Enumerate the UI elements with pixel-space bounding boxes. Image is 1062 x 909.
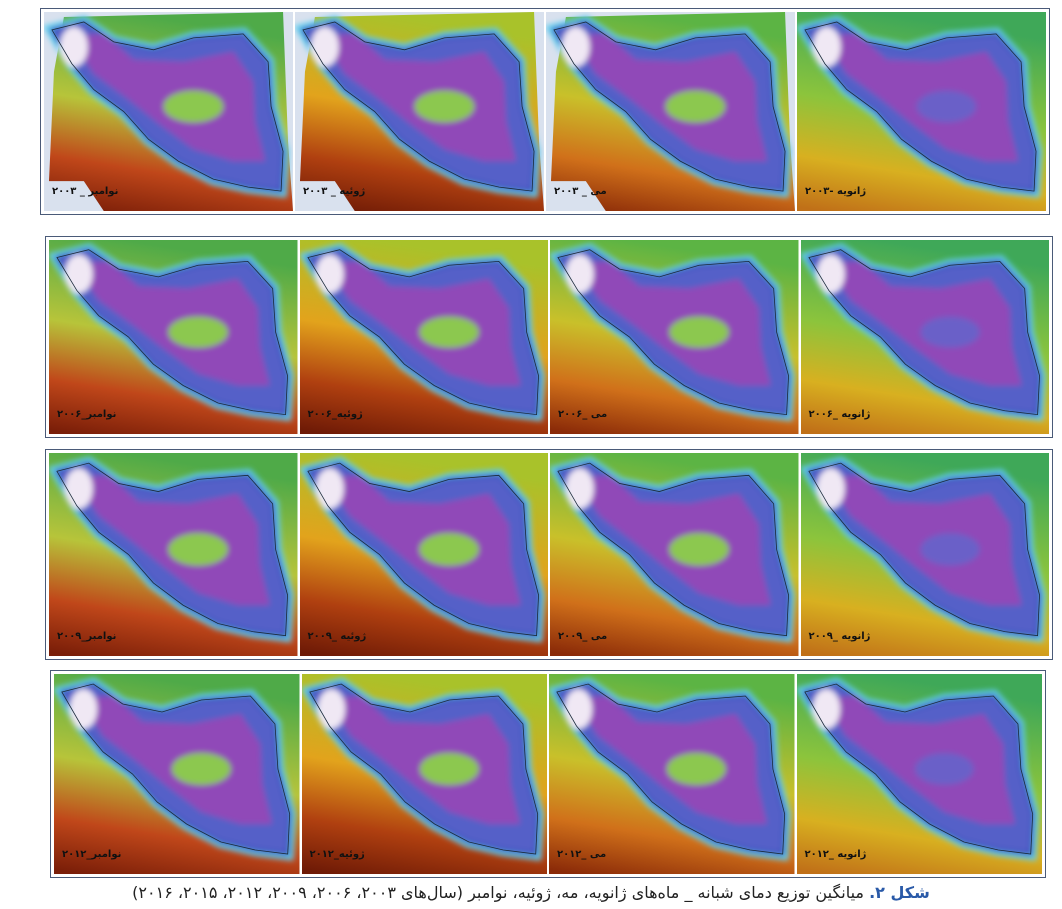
map-label: می _ ۲۰۰۳: [554, 186, 607, 197]
temperature-map: [49, 453, 298, 656]
map-panel: ژوئیه_۲۰۰۶: [299, 240, 548, 434]
map-label: ژوئیه _ ۲۰۰۳: [303, 186, 366, 197]
map-label: ژانویه _۲۰۰۹: [808, 631, 871, 642]
map-panel: نوامبر _ ۲۰۰۳: [44, 12, 293, 211]
temperature-map: [299, 453, 548, 656]
temperature-map: [550, 240, 799, 434]
map-row: نوامبر_۲۰۰۶ ژوئیه_۲۰۰۶: [45, 236, 1053, 438]
temperature-map: [549, 674, 795, 874]
map-label: نوامبر _ ۲۰۰۳: [52, 186, 119, 197]
caption: شکل ۲. میانگین توزیع دمای شبانه _ ماه‌ها…: [0, 883, 1062, 902]
map-label: نوامبر_۲۰۰۶: [57, 409, 117, 420]
map-label: می _۲۰۱۲: [557, 849, 607, 860]
temperature-map: [800, 240, 1049, 434]
map-panel: می _۲۰۱۲: [549, 674, 795, 874]
temperature-map: [797, 12, 1046, 211]
map-label: می _۲۰۰۶: [558, 409, 608, 420]
map-label: ژوئیه _۲۰۰۹: [307, 631, 367, 642]
temperature-map: [796, 674, 1042, 874]
map-label: نوامبر_۲۰۰۹: [57, 631, 117, 642]
map-label: می _۲۰۰۹: [558, 631, 608, 642]
map-row: نوامبر_۲۰۰۹ ژوئیه _۲۰۰۹: [45, 449, 1053, 660]
map-label: ژوئیه_۲۰۰۶: [307, 409, 363, 420]
map-panel: ژانویه -۲۰۰۳: [797, 12, 1046, 211]
map-panel: می _۲۰۰۶: [550, 240, 799, 434]
temperature-map: [299, 240, 548, 434]
map-label: نوامبر_۲۰۱۲: [62, 849, 122, 860]
map-panel: ژوئیه_۲۰۱۲: [301, 674, 547, 874]
map-row: نوامبر _ ۲۰۰۳ ژوئیه _ ۲۰۰۳: [40, 8, 1050, 215]
map-panel: ژوئیه _۲۰۰۹: [299, 453, 548, 656]
temperature-map: [800, 453, 1049, 656]
map-panel: ژوئیه _ ۲۰۰۳: [295, 12, 544, 211]
temperature-map: [49, 240, 298, 434]
temperature-map: [301, 674, 547, 874]
temperature-map: [546, 12, 795, 211]
temperature-map: [550, 453, 799, 656]
caption-label: شکل ۲.: [869, 883, 930, 902]
map-panel: ژانویه _۲۰۰۶: [800, 240, 1049, 434]
temperature-map: [44, 12, 293, 211]
map-panel: نوامبر_۲۰۰۶: [49, 240, 298, 434]
map-panel: می _۲۰۰۹: [550, 453, 799, 656]
map-row: نوامبر_۲۰۱۲ ژوئیه_۲۰۱۲: [50, 670, 1046, 878]
temperature-map: [54, 674, 300, 874]
map-panel: نوامبر_۲۰۱۲: [54, 674, 300, 874]
map-label: ژانویه -۲۰۰۳: [805, 186, 867, 197]
map-label: ژانویه _۲۰۰۶: [808, 409, 871, 420]
map-panel: نوامبر_۲۰۰۹: [49, 453, 298, 656]
map-label: ژانویه _۲۰۱۲: [804, 849, 867, 860]
map-panel: ژانویه _۲۰۱۲: [796, 674, 1042, 874]
temperature-map: [295, 12, 544, 211]
map-panel: ژانویه _۲۰۰۹: [800, 453, 1049, 656]
map-label: ژوئیه_۲۰۱۲: [309, 849, 365, 860]
map-panel: می _ ۲۰۰۳: [546, 12, 795, 211]
caption-text: میانگین توزیع دمای شبانه _ ماه‌های ژانوی…: [132, 883, 864, 902]
